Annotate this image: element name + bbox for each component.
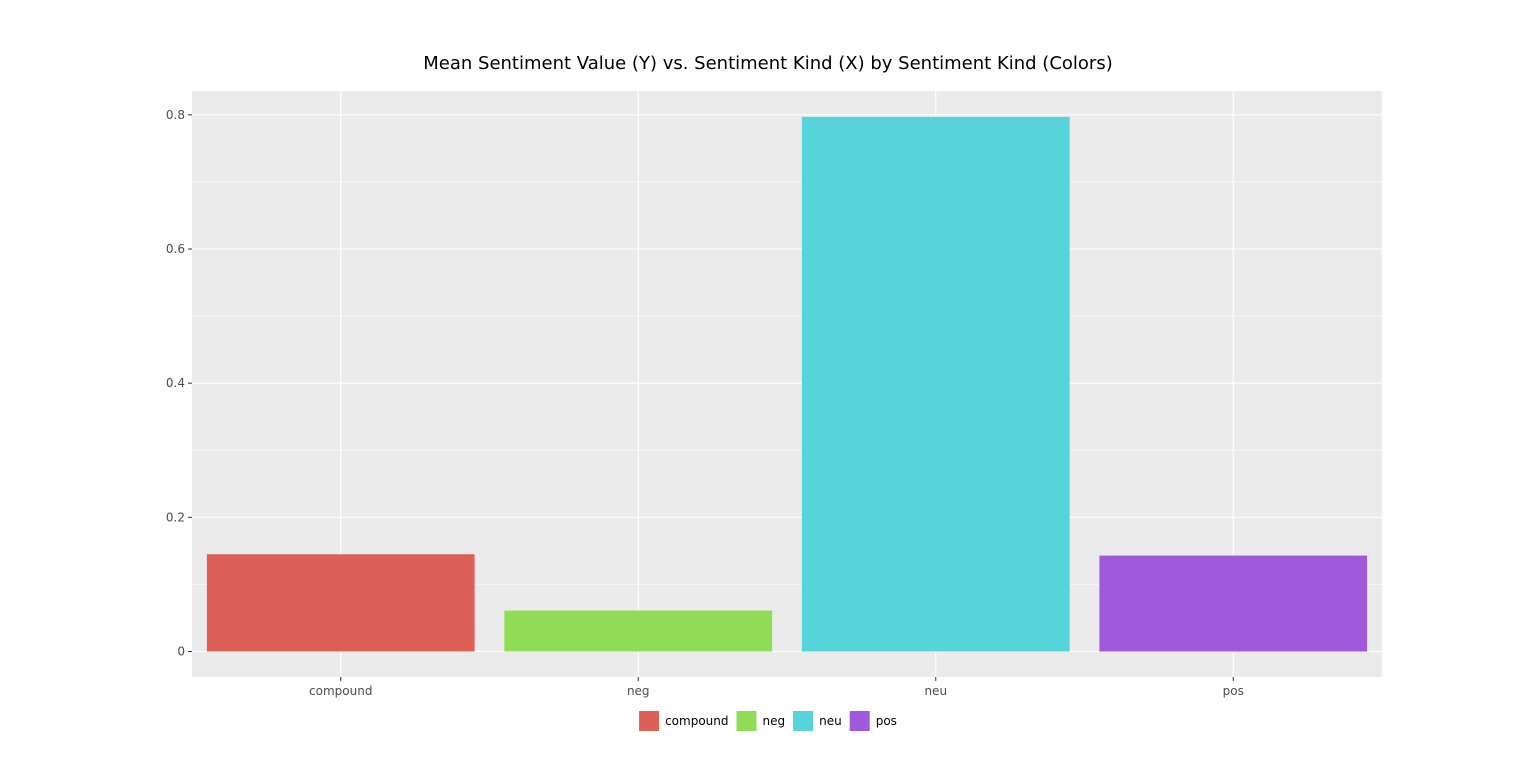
legend-key-pos: [849, 711, 870, 731]
y-tick-label: 0.4: [166, 376, 185, 390]
legend-label-neg: neg: [763, 714, 786, 728]
axes: 0 0.2 0.4 0.6 0.8 compound neg neu pos: [166, 108, 1244, 698]
x-tick-label: neu: [924, 684, 947, 698]
legend-label-compound: compound: [665, 714, 728, 728]
bar-neu: [801, 116, 1070, 652]
legend-label-neu: neu: [819, 714, 842, 728]
y-tick-label: 0: [177, 645, 185, 659]
bar-neg: [504, 610, 773, 652]
bars: [206, 116, 1368, 652]
y-tick-label: 0.2: [166, 510, 185, 524]
chart-title: Mean Sentiment Value (Y) vs. Sentiment K…: [423, 53, 1112, 74]
legend-key-compound: [639, 711, 660, 731]
legend-label-pos: pos: [876, 714, 897, 728]
x-tick-label: pos: [1223, 684, 1244, 698]
legend: compound neg neu pos: [639, 711, 897, 731]
legend-key-neg: [736, 711, 757, 731]
bar-compound: [206, 554, 475, 652]
y-tick-label: 0.8: [166, 108, 185, 122]
legend-key-neu: [793, 711, 814, 731]
x-tick-label: neg: [627, 684, 650, 698]
x-tick-label: compound: [309, 684, 372, 698]
bar-pos: [1099, 555, 1368, 652]
y-tick-label: 0.6: [166, 242, 185, 256]
